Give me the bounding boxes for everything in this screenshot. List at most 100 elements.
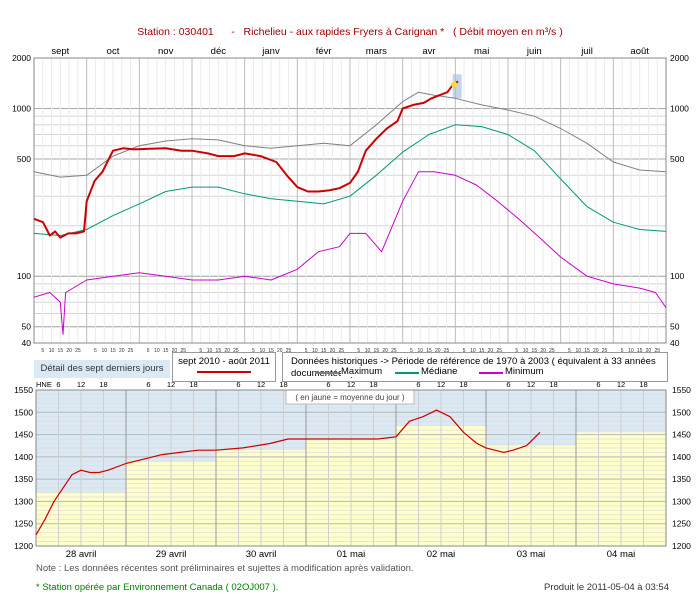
day-tick-label: 15: [374, 348, 380, 354]
y-tick-label-right: 1250: [672, 519, 691, 529]
y-tick-label-right: 1450: [672, 430, 691, 440]
recent-highlight-box: [452, 74, 462, 99]
day-tick-label: 20: [435, 348, 441, 354]
plot-frame: [33, 57, 667, 344]
hour-tick-label: 12: [347, 380, 355, 389]
month-label: janv: [261, 46, 280, 57]
y-tick-label-left: 1200: [14, 541, 33, 551]
series-line-m-diane: [33, 124, 667, 236]
month-label: juil: [580, 46, 593, 57]
day-tick-label: 10: [154, 348, 160, 354]
y-tick-label-left: 1400: [14, 452, 33, 462]
hour-tick-label: 18: [369, 380, 377, 389]
y-tick-label-left: 100: [17, 271, 31, 281]
hour-tick-label: 6: [236, 380, 240, 389]
day-tick-label: 10: [49, 348, 55, 354]
day-tick-label: 5: [305, 348, 308, 354]
day-tick-label: 10: [101, 348, 107, 354]
y-tick-label-left: 1450: [14, 430, 33, 440]
day-tick-label: 15: [268, 348, 274, 354]
hour-tick-label: 18: [639, 380, 647, 389]
day-tick-label: 5: [94, 348, 97, 354]
day-tick-label: 20: [277, 348, 283, 354]
hour-tick-label: 12: [257, 380, 265, 389]
day-tick-label: 25: [180, 348, 186, 354]
day-tick-label: 20: [66, 348, 72, 354]
day-label: 02 mai: [427, 549, 456, 558]
month-label: mai: [474, 46, 489, 57]
recent-days-chart: 6 12 18 6 12 18 6 12 18 6 12 18 6 12 18 6 12 18 6 12 18 HNE ( …: [14, 380, 691, 558]
legend-historical: Données historiques -> Période de référe…: [282, 352, 668, 382]
y-tick-label-left: 40: [22, 338, 32, 348]
y-tick-label-right: 1500: [672, 407, 691, 417]
series-line-debit: [35, 409, 541, 536]
legend-min-label: Minimum: [505, 366, 546, 377]
day-tick-label: 20: [593, 348, 599, 354]
month-label: déc: [211, 46, 227, 57]
legend-current-swatch: [197, 371, 251, 373]
day-tick-label: 20: [330, 348, 336, 354]
y-tick-label-left: 1000: [12, 103, 31, 113]
day-tick-label: 15: [110, 348, 116, 354]
month-label: oct: [107, 46, 120, 57]
day-tick-label: 15: [163, 348, 169, 354]
day-tick-label: 25: [496, 348, 502, 354]
hour-tick-label: 6: [416, 380, 420, 389]
day-tick-label: 10: [312, 348, 318, 354]
y-tick-label-right: 1350: [672, 474, 691, 484]
hour-tick-label: 12: [167, 380, 175, 389]
day-label: 29 avril: [156, 549, 187, 558]
y-tick-label-left: 500: [17, 154, 31, 164]
day-tick-label: 10: [470, 348, 476, 354]
day-tick-label: 5: [199, 348, 202, 354]
day-tick-label: 10: [628, 348, 634, 354]
y-tick-label-right: 500: [670, 154, 684, 164]
hour-tick-label: 6: [506, 380, 510, 389]
day-label: 28 avril: [66, 549, 97, 558]
day-label: 01 mai: [337, 549, 366, 558]
y-tick-label-left: 1550: [14, 385, 33, 395]
day-tick-label: 10: [575, 348, 581, 354]
day-tick-label: 5: [41, 348, 44, 354]
day-tick-label: 25: [654, 348, 660, 354]
hour-tick-label: 12: [617, 380, 625, 389]
chart-title: Station : 030401 - Richelieu - aux rapid…: [137, 26, 563, 38]
day-tick-label: 25: [338, 348, 344, 354]
hour-tick-label: 18: [99, 380, 107, 389]
hour-tick-label: 6: [596, 380, 600, 389]
month-label: nov: [158, 46, 174, 57]
recent-days-label: Détail des sept derniers jours: [34, 360, 170, 378]
day-tick-label: 15: [426, 348, 432, 354]
day-tick-label: 5: [147, 348, 150, 354]
day-label: 04 mai: [607, 549, 636, 558]
hour-tick-label: 18: [459, 380, 467, 389]
y-tick-label-left: 1300: [14, 496, 33, 506]
day-tick-label: 25: [391, 348, 397, 354]
month-label: févr: [316, 46, 332, 57]
y-tick-label-right: 100: [670, 271, 684, 281]
y-tick-label-right: 40: [670, 338, 680, 348]
month-label: sept: [51, 46, 69, 57]
plot-frame: [35, 389, 667, 547]
legend-max-swatch: [315, 372, 339, 374]
legend-max-label: Maximum: [341, 366, 385, 377]
day-tick-label: 20: [382, 348, 388, 354]
day-tick-label: 10: [417, 348, 423, 354]
day-tick-label: 5: [621, 348, 624, 354]
day-tick-label: 5: [252, 348, 255, 354]
day-tick-label: 25: [75, 348, 81, 354]
day-tick-label: 25: [286, 348, 292, 354]
hour-tick-label: 6: [326, 380, 330, 389]
y-tick-label-right: 1300: [672, 496, 691, 506]
day-tick-label: 5: [410, 348, 413, 354]
y-axis-label: HNE: [36, 380, 52, 389]
day-tick-label: 15: [584, 348, 590, 354]
y-tick-label-right: 2000: [670, 53, 689, 63]
day-label: 03 mai: [517, 549, 546, 558]
day-tick-label: 5: [463, 348, 466, 354]
month-label: août: [630, 46, 649, 57]
hour-tick-label: 12: [77, 380, 85, 389]
footer-produced: Produit le 2011-05-04 à 03:54: [544, 582, 669, 593]
day-tick-label: 10: [523, 348, 529, 354]
